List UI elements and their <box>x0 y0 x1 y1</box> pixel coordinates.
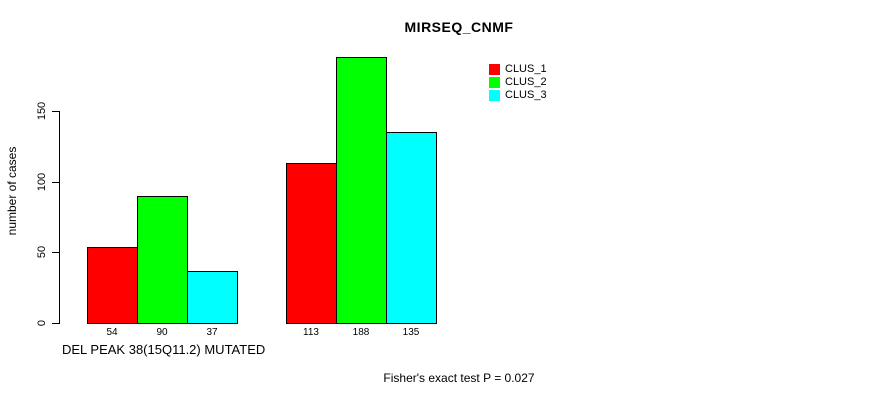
bar-clus_1 <box>286 163 337 324</box>
y-axis-tick <box>52 182 59 183</box>
y-axis-tick <box>52 323 59 324</box>
legend-swatch-clus_2 <box>489 77 500 88</box>
y-axis-tick <box>52 252 59 253</box>
bar-value-label: 188 <box>352 327 370 338</box>
bar-value-label: 113 <box>303 327 319 338</box>
legend: CLUS_1 CLUS_2 CLUS_3 <box>489 64 547 101</box>
legend-swatch-clus_3 <box>489 90 500 101</box>
legend-label: CLUS_1 <box>505 63 547 75</box>
legend-item: CLUS_2 <box>489 77 547 88</box>
bar-value-label: 37 <box>206 327 218 338</box>
bar-clus_1 <box>87 247 138 324</box>
y-axis-tick-label: 100 <box>36 172 48 192</box>
y-axis-line <box>59 111 60 324</box>
bar-clus_3 <box>386 132 437 324</box>
stat-annotation: Fisher's exact test P = 0.027 <box>383 371 535 385</box>
y-axis-tick-label: 150 <box>36 101 48 121</box>
legend-item: CLUS_1 <box>489 64 547 75</box>
bar-value-label: 54 <box>106 327 118 338</box>
chart-title: MIRSEQ_CNMF <box>404 19 514 35</box>
legend-label: CLUS_3 <box>505 89 547 101</box>
legend-swatch-clus_1 <box>489 64 500 75</box>
y-axis-tick <box>52 111 59 112</box>
bar-clus_2 <box>137 196 188 324</box>
legend-label: CLUS_2 <box>505 76 547 88</box>
bar-clus_3 <box>187 271 238 324</box>
x-axis-label: DEL PEAK 38(15Q11.2) MUTATED <box>62 342 266 357</box>
bar-value-label: 90 <box>156 327 168 338</box>
bar-clus_2 <box>336 57 387 324</box>
legend-item: CLUS_3 <box>489 90 547 101</box>
bar-value-label: 135 <box>402 327 420 338</box>
y-axis-tick-label: 50 <box>36 245 48 259</box>
y-axis-label: number of cases <box>5 146 19 236</box>
y-axis-tick-label: 0 <box>36 319 48 327</box>
